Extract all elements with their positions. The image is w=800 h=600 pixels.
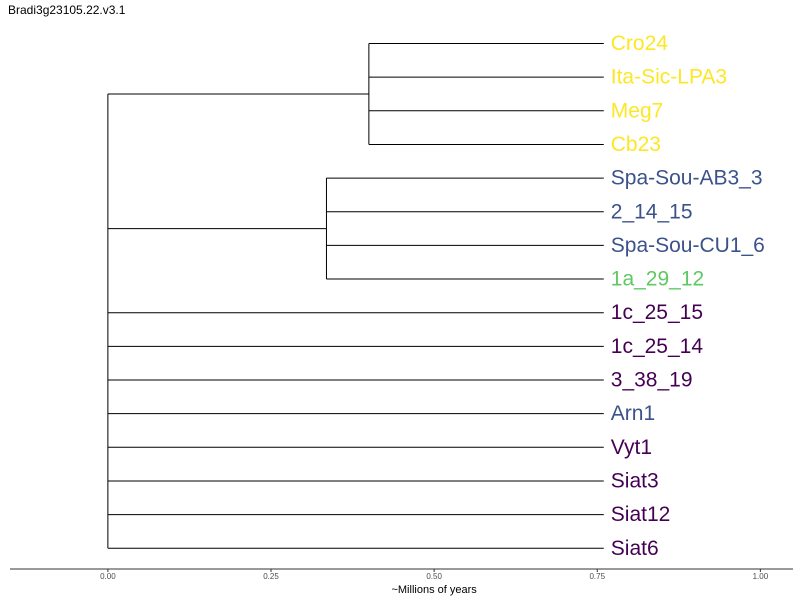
x-axis: 0.00 0.25 0.50 0.75 1.00 ~Millions of years xyxy=(10,568,793,596)
tip-label: 3_38_19 xyxy=(611,369,693,392)
tip-label: 1c_25_15 xyxy=(611,301,703,324)
tip-label: Spa-Sou-CU1_6 xyxy=(611,234,765,257)
tip-label: Cro24 xyxy=(611,32,669,55)
tip-label: Siat12 xyxy=(611,503,671,526)
tip-label: Siat3 xyxy=(611,469,659,492)
figure-title: Bradi3g23105.22.v3.1 xyxy=(8,3,126,17)
x-axis-tick-label: 1.00 xyxy=(753,572,769,581)
tip-label: Meg7 xyxy=(611,99,664,122)
tip-label: 2_14_15 xyxy=(611,200,693,223)
tip-label: Vyt1 xyxy=(611,436,652,459)
x-axis-tick-label: 0.50 xyxy=(426,572,442,581)
tip-label: 1a_29_12 xyxy=(611,268,704,291)
tree-branches xyxy=(107,43,604,549)
tip-label: 1c_25_14 xyxy=(611,335,704,358)
tip-label: Ita-Sic-LPA3 xyxy=(611,66,727,89)
tip-labels: Cro24 Ita-Sic-LPA3 Meg7 Cb23 Spa-Sou-AB3_3 2_… xyxy=(611,32,765,560)
x-axis-tick-label: 0.25 xyxy=(263,572,279,581)
tip-label: Siat6 xyxy=(611,537,659,560)
x-axis-tick-label: 0.75 xyxy=(589,572,605,581)
x-axis-label: ~Millions of years xyxy=(391,584,477,596)
x-axis-tick-label: 0.00 xyxy=(100,572,116,581)
tip-label: Cb23 xyxy=(611,133,661,156)
tip-label: Spa-Sou-AB3_3 xyxy=(611,167,763,190)
x-axis-ticks: 0.00 0.25 0.50 0.75 1.00 xyxy=(100,569,769,581)
tip-label: Arn1 xyxy=(611,402,655,425)
